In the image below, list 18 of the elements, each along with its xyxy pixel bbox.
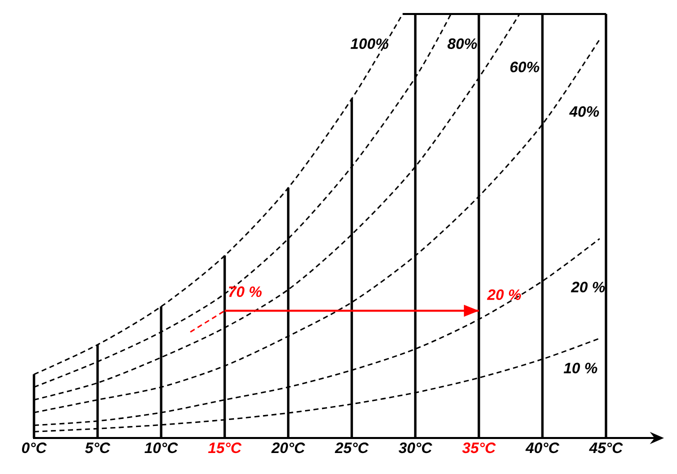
x-tick-label: 5°C bbox=[85, 442, 110, 454]
x-tick-label: 15°C bbox=[208, 442, 242, 454]
x-tick-label: 25°C bbox=[334, 442, 369, 454]
series-label: 20 % bbox=[570, 282, 605, 292]
x-tick-label: 10°C bbox=[144, 442, 178, 454]
x-tick-label: 45°C bbox=[588, 442, 623, 454]
series-label: 100% bbox=[350, 38, 388, 49]
x-tick-label: 20°C bbox=[271, 442, 306, 454]
series-label: 20 % bbox=[486, 289, 521, 300]
x-tick-label: 0°C bbox=[22, 442, 47, 454]
series-label: 60% bbox=[510, 62, 540, 72]
x-tick-label: 30°C bbox=[398, 442, 432, 454]
x-tick-label: 40°C bbox=[525, 442, 560, 454]
series-label: 10 % bbox=[564, 362, 598, 374]
x-tick-label: 35°C bbox=[462, 442, 496, 454]
series-label: 70 % bbox=[228, 286, 262, 298]
series-label: 80% bbox=[448, 38, 477, 49]
series-label: 40% bbox=[569, 106, 599, 117]
